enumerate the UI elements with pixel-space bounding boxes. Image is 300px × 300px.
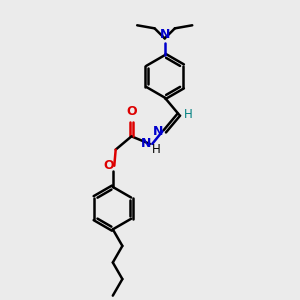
Text: N: N [140,137,151,150]
Text: O: O [104,159,114,172]
Text: N: N [153,125,163,138]
Text: H: H [152,143,160,156]
Text: O: O [126,105,137,118]
Text: N: N [160,28,170,41]
Text: H: H [184,108,193,121]
